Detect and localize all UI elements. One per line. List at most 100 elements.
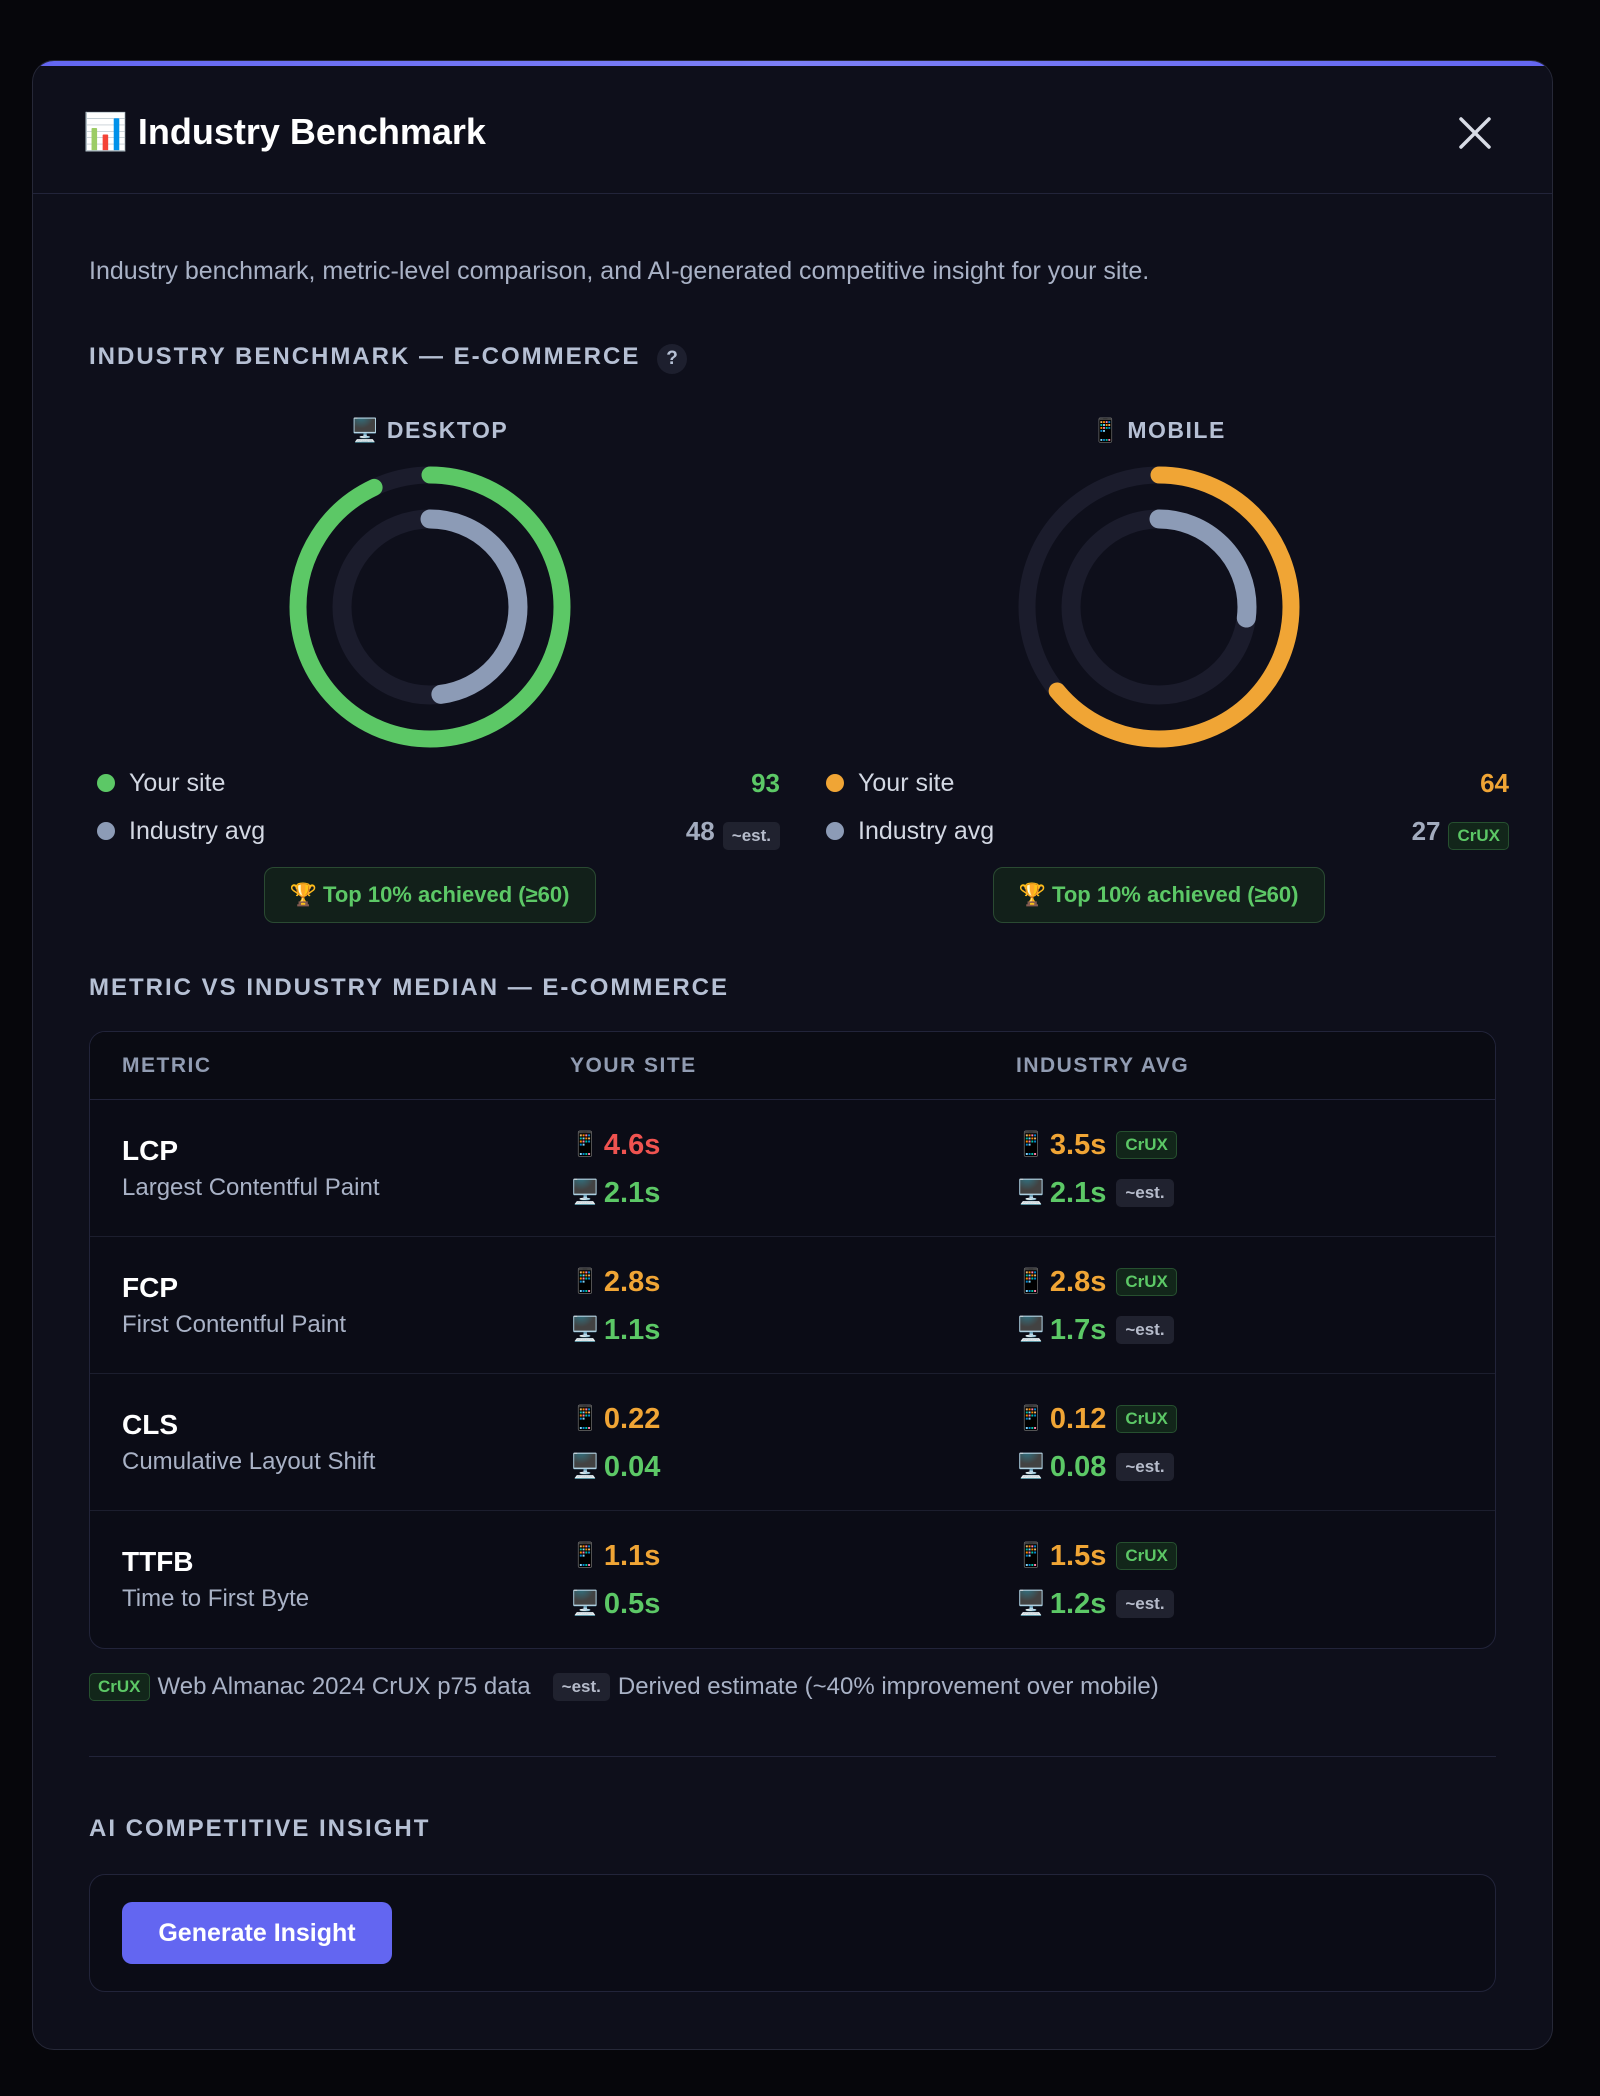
- legend-value: 64: [1480, 767, 1509, 804]
- label-text: DESKTOP: [386, 417, 509, 443]
- source-badge: CrUX: [1116, 1268, 1177, 1296]
- divider: [89, 1756, 1496, 1757]
- source-badge: CrUX: [1116, 1542, 1177, 1570]
- legend-value: 93: [751, 767, 780, 804]
- device-icon: 📱: [570, 1131, 600, 1158]
- panel-label: 📱 MOBILE: [818, 415, 1499, 445]
- metric-value: 2.8s: [1049, 1266, 1107, 1298]
- metric-table: METRIC YOUR SITE INDUSTRY AVG LCP Largest Co…: [89, 1031, 1496, 1649]
- title-icon: 📊: [83, 111, 128, 152]
- achievement-pill: 🏆 Top 10% achieved (≥60): [263, 867, 596, 923]
- source-badge: ~est.: [1116, 1179, 1174, 1207]
- source-badge: ~est.: [1116, 1590, 1174, 1618]
- metric-value: 4.6s: [603, 1129, 661, 1161]
- table-row: CLS Cumulative Layout Shift 📱 0.22 🖥️ 0.04 📱 0.…: [90, 1374, 1495, 1511]
- source-badge: ~est.: [1116, 1316, 1174, 1344]
- device-icon: 🖥️: [570, 1590, 600, 1617]
- footnote-text: Derived estimate (~40% improvement over …: [617, 1672, 1159, 1700]
- value-line: 📱 2.8s CrUX: [1016, 1264, 1177, 1300]
- device-icon: 🖥️: [1016, 1590, 1046, 1617]
- heading-text: INDUSTRY BENCHMARK — E-COMMERCE: [89, 343, 641, 370]
- your-site-arc: [289, 466, 570, 748]
- legend-value: 48 ~est.: [686, 815, 780, 852]
- industry-arc: [332, 509, 527, 705]
- metric-value: 1.7s: [1049, 1314, 1107, 1346]
- legend-number: 64: [1480, 768, 1509, 798]
- table-row: TTFB Time to First Byte 📱 1.1s 🖥️ 0.5s 📱 1.5s Cr…: [90, 1511, 1495, 1648]
- header-divider: [33, 193, 1552, 194]
- value-line: 🖥️ 1.2s ~est.: [1016, 1586, 1174, 1622]
- description: Industry benchmark, metric-level compari…: [89, 257, 1150, 285]
- section-heading: METRIC VS INDUSTRY MEDIAN — E-COMMERCE: [89, 974, 730, 1001]
- value-line: 🖥️ 1.1s: [570, 1312, 660, 1348]
- legend-dot: [826, 774, 844, 792]
- legend-label: Industry avg: [858, 817, 995, 845]
- column-header: INDUSTRY AVG: [1016, 1054, 1190, 1077]
- legend-number: 27: [1411, 816, 1441, 846]
- column-header: YOUR SITE: [570, 1054, 697, 1077]
- legend-number: 48: [685, 816, 715, 846]
- metric-value: 0.04: [603, 1451, 661, 1483]
- value-line: 🖥️ 2.1s: [570, 1175, 660, 1211]
- score-rings: [1018, 466, 1299, 748]
- legend-label: Your site: [129, 769, 226, 797]
- device-icon: 📱: [570, 1542, 600, 1569]
- industry-arc: [1061, 509, 1256, 705]
- device-icon: 📱: [570, 1405, 600, 1432]
- metric-name: Largest Contentful Paint: [122, 1174, 380, 1201]
- device-icon: 📱: [570, 1268, 600, 1295]
- section-heading: INDUSTRY BENCHMARK — E-COMMERCE ?: [89, 342, 688, 374]
- device-icon: 🖥️: [1016, 1179, 1046, 1206]
- help-icon[interactable]: ?: [657, 344, 688, 374]
- metric-name: Time to First Byte: [122, 1585, 310, 1612]
- generate-button[interactable]: Generate Insight: [122, 1902, 392, 1964]
- section-heading: AI COMPETITIVE INSIGHT: [89, 1815, 431, 1842]
- legend-dot: [826, 822, 844, 840]
- metric-value: 0.5s: [603, 1588, 661, 1620]
- metric-value: 0.12: [1049, 1403, 1107, 1435]
- device-icon: 📱: [1016, 1542, 1046, 1569]
- legend-label: Industry avg: [129, 817, 266, 845]
- close-button[interactable]: [1457, 115, 1493, 151]
- value-line: 🖥️ 2.1s ~est.: [1016, 1175, 1174, 1211]
- modal: 📊 Industry Benchmark Industry benchmark,…: [32, 60, 1553, 2050]
- metric-value: 3.5s: [1049, 1129, 1107, 1161]
- modal-title: 📊 Industry Benchmark: [83, 111, 486, 153]
- value-line: 📱 0.22: [570, 1401, 660, 1437]
- table-row: FCP First Contentful Paint 📱 2.8s 🖥️ 1.1s 📱 2.8…: [90, 1237, 1495, 1374]
- metric-code: FCP: [122, 1272, 178, 1303]
- value-line: 📱 1.5s CrUX: [1016, 1538, 1177, 1574]
- legend-dot: [97, 822, 115, 840]
- panel-label: 🖥️ DESKTOP: [89, 415, 770, 445]
- metric-value: 1.2s: [1049, 1588, 1107, 1620]
- device-icon: 🖥️: [570, 1316, 600, 1343]
- source-badge: ~est.: [552, 1672, 610, 1701]
- metric-code: TTFB: [122, 1546, 194, 1577]
- legend-number: 93: [751, 768, 780, 798]
- table-row: LCP Largest Contentful Paint 📱 4.6s 🖥️ 2.1s 📱 3…: [90, 1100, 1495, 1237]
- metric-code: LCP: [122, 1135, 178, 1166]
- legend-label: Your site: [858, 769, 955, 797]
- achievement-pill: 🏆 Top 10% achieved (≥60): [992, 867, 1325, 923]
- metric-code: CLS: [122, 1409, 178, 1440]
- source-badge: CrUX: [1116, 1405, 1177, 1433]
- insight-box: Generate Insight: [89, 1874, 1496, 1992]
- legend-value: 27 CrUX: [1412, 815, 1509, 852]
- device-icon: 📱: [1016, 1405, 1046, 1432]
- device-icon: 🖥️: [570, 1453, 600, 1480]
- source-badge: CrUX: [1448, 821, 1509, 850]
- metric-value: 1.1s: [603, 1540, 661, 1572]
- footnotes: CrUX Web Almanac 2024 CrUX p75 data ~est. D…: [89, 1670, 1159, 1703]
- value-line: 🖥️ 1.7s ~est.: [1016, 1312, 1174, 1348]
- metric-value: 2.1s: [1049, 1177, 1107, 1209]
- source-badge: ~est.: [1116, 1453, 1174, 1481]
- value-line: 📱 2.8s: [570, 1264, 660, 1300]
- device-icon: 🖥️: [570, 1179, 600, 1206]
- legend-dot: [97, 774, 115, 792]
- source-badge: CrUX: [1116, 1131, 1177, 1159]
- device-icon: 📱: [1016, 1268, 1046, 1295]
- source-badge: CrUX: [89, 1672, 150, 1701]
- your-site-arc: [1018, 466, 1299, 748]
- device-icon: 📱: [1091, 417, 1122, 443]
